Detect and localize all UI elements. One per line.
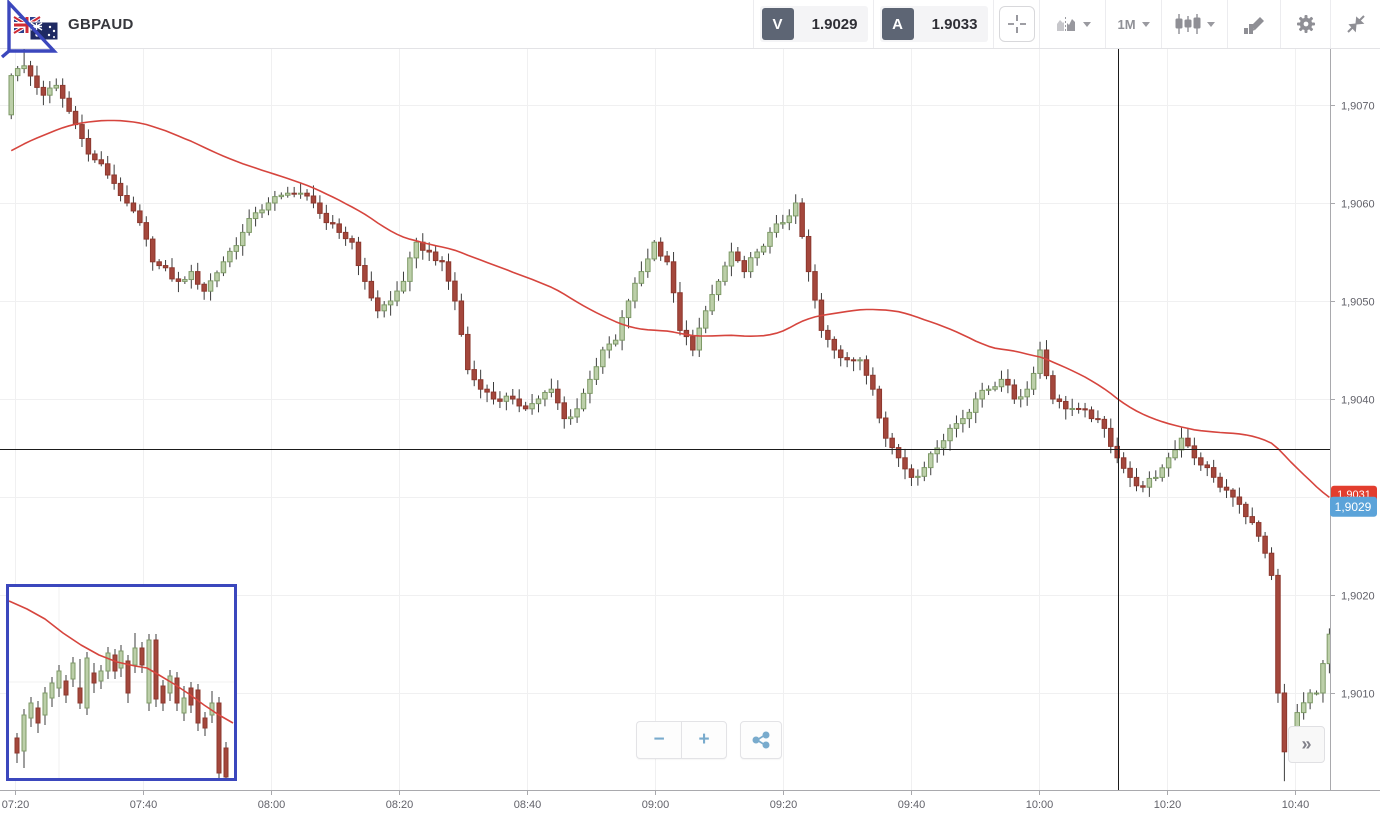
symbol-title: GBPAUD <box>68 15 134 33</box>
svg-text:07:40: 07:40 <box>130 799 158 811</box>
svg-text:10:00: 10:00 <box>1026 799 1054 811</box>
buy-button[interactable]: A 1.9033 <box>873 0 993 48</box>
crosshair-icon <box>1007 15 1026 33</box>
svg-text:08:40: 08:40 <box>514 799 542 811</box>
svg-text:1,9050: 1,9050 <box>1341 297 1375 309</box>
zoom-controls: − + <box>636 721 782 759</box>
svg-text:10:20: 10:20 <box>1154 799 1182 811</box>
svg-text:08:20: 08:20 <box>386 799 414 811</box>
chart-type-dropdown[interactable] <box>1039 0 1105 48</box>
magnifier-preview <box>6 584 237 783</box>
svg-text:1,9029: 1,9029 <box>1335 500 1372 514</box>
expand-panel-button[interactable]: » <box>1288 726 1325 763</box>
timeframe-dropdown[interactable]: 1M <box>1105 0 1161 48</box>
share-icon <box>752 731 770 749</box>
gbp-aud-flags-icon <box>12 7 60 41</box>
collapse-icon <box>1346 15 1365 33</box>
sell-badge: V <box>761 8 794 40</box>
toolbar: GBPAUD V 1.9029 A 1.9033 <box>0 0 1380 49</box>
settings-button[interactable] <box>1280 0 1330 48</box>
instrument-header: GBPAUD <box>0 0 753 48</box>
chevron-down-icon <box>1206 21 1215 27</box>
svg-text:1,9060: 1,9060 <box>1341 199 1375 211</box>
svg-text:1,9010: 1,9010 <box>1341 689 1375 701</box>
crosshair-tool-button[interactable] <box>993 0 1039 48</box>
buy-badge: A <box>881 8 914 40</box>
svg-text:09:40: 09:40 <box>898 799 926 811</box>
drawing-tools-button[interactable] <box>1227 0 1280 48</box>
candle-style-icon <box>1175 14 1200 34</box>
svg-text:09:20: 09:20 <box>770 799 798 811</box>
svg-text:1,9040: 1,9040 <box>1341 395 1375 407</box>
svg-text:1,9070: 1,9070 <box>1341 101 1375 113</box>
chevron-down-icon <box>1141 21 1150 27</box>
sell-button[interactable]: V 1.9029 <box>753 0 873 48</box>
settings-gear-icon <box>1296 15 1315 33</box>
drawing-tools-icon <box>1244 17 1264 34</box>
zoom-in-button[interactable]: + <box>681 721 727 759</box>
sell-price: 1.9029 <box>811 15 858 33</box>
svg-text:10:40: 10:40 <box>1282 799 1310 811</box>
chevron-down-icon <box>1082 21 1091 27</box>
share-button[interactable] <box>740 721 782 759</box>
svg-text:08:00: 08:00 <box>258 799 286 811</box>
candle-style-dropdown[interactable] <box>1161 0 1227 48</box>
timeframe-label: 1M <box>1117 16 1136 32</box>
svg-text:07:20: 07:20 <box>2 799 30 811</box>
buy-price: 1.9033 <box>931 15 978 33</box>
zoom-out-button[interactable]: − <box>636 721 681 759</box>
chart-type-icon <box>1056 17 1075 32</box>
svg-text:09:00: 09:00 <box>642 799 670 811</box>
collapse-chart-button[interactable] <box>1330 0 1380 48</box>
svg-text:1,9020: 1,9020 <box>1341 591 1375 603</box>
